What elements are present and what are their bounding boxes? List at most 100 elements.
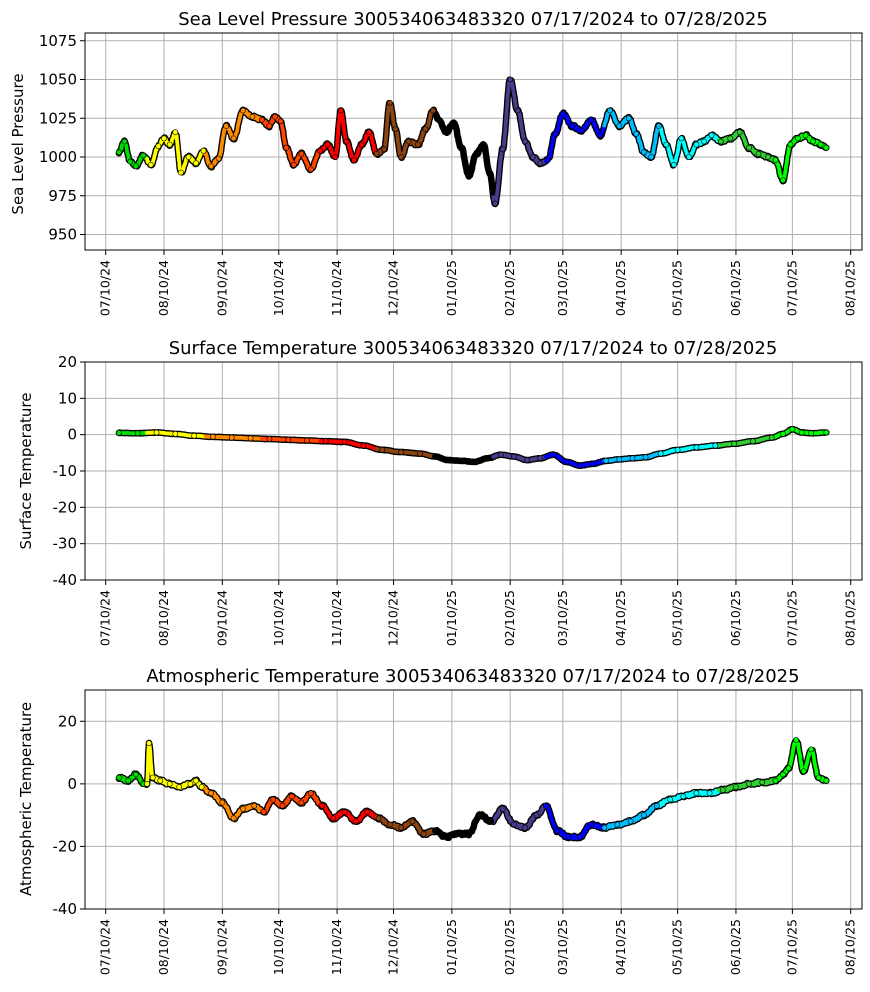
surface-temperature-ylabel: Surface Temperature [17,393,35,550]
surface-temperature-data-point [563,458,570,465]
sea-level-pressure-data-point [258,116,265,123]
sea-level-pressure-trace [115,76,830,208]
surface-temperature-data-point [550,451,557,458]
surface-temperature-data-point [524,457,530,463]
sea-level-pressure-data-point [465,172,472,179]
surface-temperature-data-point [603,457,609,464]
atmospheric-temperature-trace [115,737,830,842]
sea-level-pressure-series-segment [433,111,496,199]
atmospheric-temperature-data-point [149,774,156,781]
atmospheric-temperature-data-point [386,821,393,828]
surface-temperature-x-tick-label: 10/10/24 [271,590,286,646]
surface-temperature-data-point [657,450,664,457]
atmospheric-temperature-data-point [431,827,438,834]
sea-level-pressure-data-point [492,200,498,207]
sea-level-pressure-data-point [802,132,809,139]
atmospheric-temperature-data-point [706,790,713,797]
surface-temperature-data-point [304,437,310,444]
sea-level-pressure-data-point [351,157,357,163]
atmospheric-temperature-x-tick-label: 02/10/25 [502,919,517,975]
surface-temperature-x-tick-label: 05/10/25 [670,590,685,646]
sea-level-pressure-data-point [708,132,715,139]
sea-level-pressure-y-tick-label: 950 [48,226,77,244]
sea-level-pressure-data-point [686,154,692,160]
surface-temperature-data-point [497,451,504,458]
atmospheric-temperature-data-point [565,834,572,840]
surface-temperature-data-point [590,460,596,467]
atmospheric-temperature-x-tick-label: 11/10/24 [329,919,344,975]
atmospheric-temperature-x-tick-label: 05/10/25 [670,919,685,975]
sea-level-pressure-data-point [616,123,623,129]
surface-temperature-y-tick-label: -10 [53,462,78,480]
sea-level-pressure-data-point [415,141,421,148]
sea-level-pressure-data-point [443,129,450,136]
atmospheric-temperature-y-tick-label: -20 [53,837,78,855]
atmospheric-temperature-x-tick-label: 12/10/24 [386,919,401,975]
sea-level-pressure-data-point [127,158,134,165]
surface-temperature-data-point [445,457,451,463]
surface-temperature-data-point [537,455,544,462]
sea-level-pressure-data-point [121,138,128,145]
atmospheric-temperature-data-point [823,777,830,784]
surface-temperature-series-segment [374,447,437,459]
atmospheric-temperature-x-tick-label: 04/10/25 [613,919,628,975]
surface-temperature-y-tick-label: -40 [53,571,78,589]
atmospheric-temperature-x-tick-label: 09/10/24 [214,919,229,975]
sea-level-pressure-data-point [569,123,576,129]
sea-level-pressure-x-tick-label: 10/10/24 [271,260,286,316]
sea-level-pressure-data-point [817,141,824,148]
atmospheric-temperature-data-point [499,806,506,812]
sea-level-pressure-data-point [332,154,339,160]
sea-level-pressure-data-point [663,141,670,148]
surface-temperature-data-point [134,430,141,437]
atmospheric-temperature-y-tick-label: 0 [67,775,77,793]
sea-level-pressure-data-point [607,107,613,114]
atmospheric-temperature-data-point [543,802,549,809]
surface-temperature-data-point [629,455,636,462]
atmospheric-temperature-data-point [146,740,152,747]
surface-temperature-data-point [789,426,796,433]
atmospheric-temperature-x-tick-label: 07/10/25 [784,919,799,975]
sea-level-pressure-x-tick-label: 12/10/24 [386,260,401,316]
surface-temperature-y-tick-label: -30 [53,535,78,553]
sea-level-pressure-data-point [155,143,162,149]
surface-temperature-y-tick-label: 0 [67,426,77,444]
atmospheric-temperature-data-point [251,802,258,809]
sea-level-pressure-data-point [405,138,412,145]
sea-level-pressure-panel: Sea Level Pressure 300534063483320 07/17… [9,9,863,316]
sea-level-pressure-data-point [560,110,566,117]
atmospheric-temperature-data-point [772,777,779,784]
sea-level-pressure-y-tick-label: 1000 [39,148,77,166]
atmospheric-temperature-data-point [298,799,305,806]
surface-temperature-data-point [191,432,197,439]
surface-temperature-x-tick-label: 01/10/25 [444,590,459,646]
surface-temperature-x-tick-label: 02/10/25 [502,590,517,646]
atmospheric-temperature-data-point [815,774,822,781]
atmospheric-temperature-data-point [511,821,517,828]
sea-level-pressure-data-point [166,141,173,148]
surface-temperature-data-point [431,453,438,460]
sea-level-pressure-data-point [507,76,514,83]
sea-level-pressure-data-point [529,154,536,160]
sea-level-pressure-x-tick-label: 04/10/25 [613,260,628,316]
sea-level-pressure-data-point [177,169,184,176]
sea-level-pressure-data-point [223,123,229,129]
sea-level-pressure-data-point [317,147,324,154]
atmospheric-temperature-data-point [364,809,371,815]
sea-level-pressure-ylabel: Sea Level Pressure [9,73,27,214]
surface-temperature-data-point [458,457,465,464]
sea-level-pressure-data-point [215,155,222,162]
atmospheric-temperature-data-point [240,806,246,812]
surface-temperature-x-tick-label: 07/10/24 [98,590,113,646]
sea-level-pressure-data-point [537,160,544,167]
sea-level-pressure-x-tick-label: 08/10/25 [843,260,858,316]
sea-level-pressure-data-point [578,127,585,134]
sea-level-pressure-data-point [230,135,237,142]
sea-level-pressure-data-point [765,154,771,160]
surface-temperature-series-segment [658,443,721,456]
sea-level-pressure-data-point [522,138,529,145]
atmospheric-temperature-grid [85,690,862,910]
surface-temperature-data-point [798,429,805,436]
sea-level-pressure-data-point [132,163,139,170]
sea-level-pressure-x-tick-label: 03/10/25 [555,260,570,316]
